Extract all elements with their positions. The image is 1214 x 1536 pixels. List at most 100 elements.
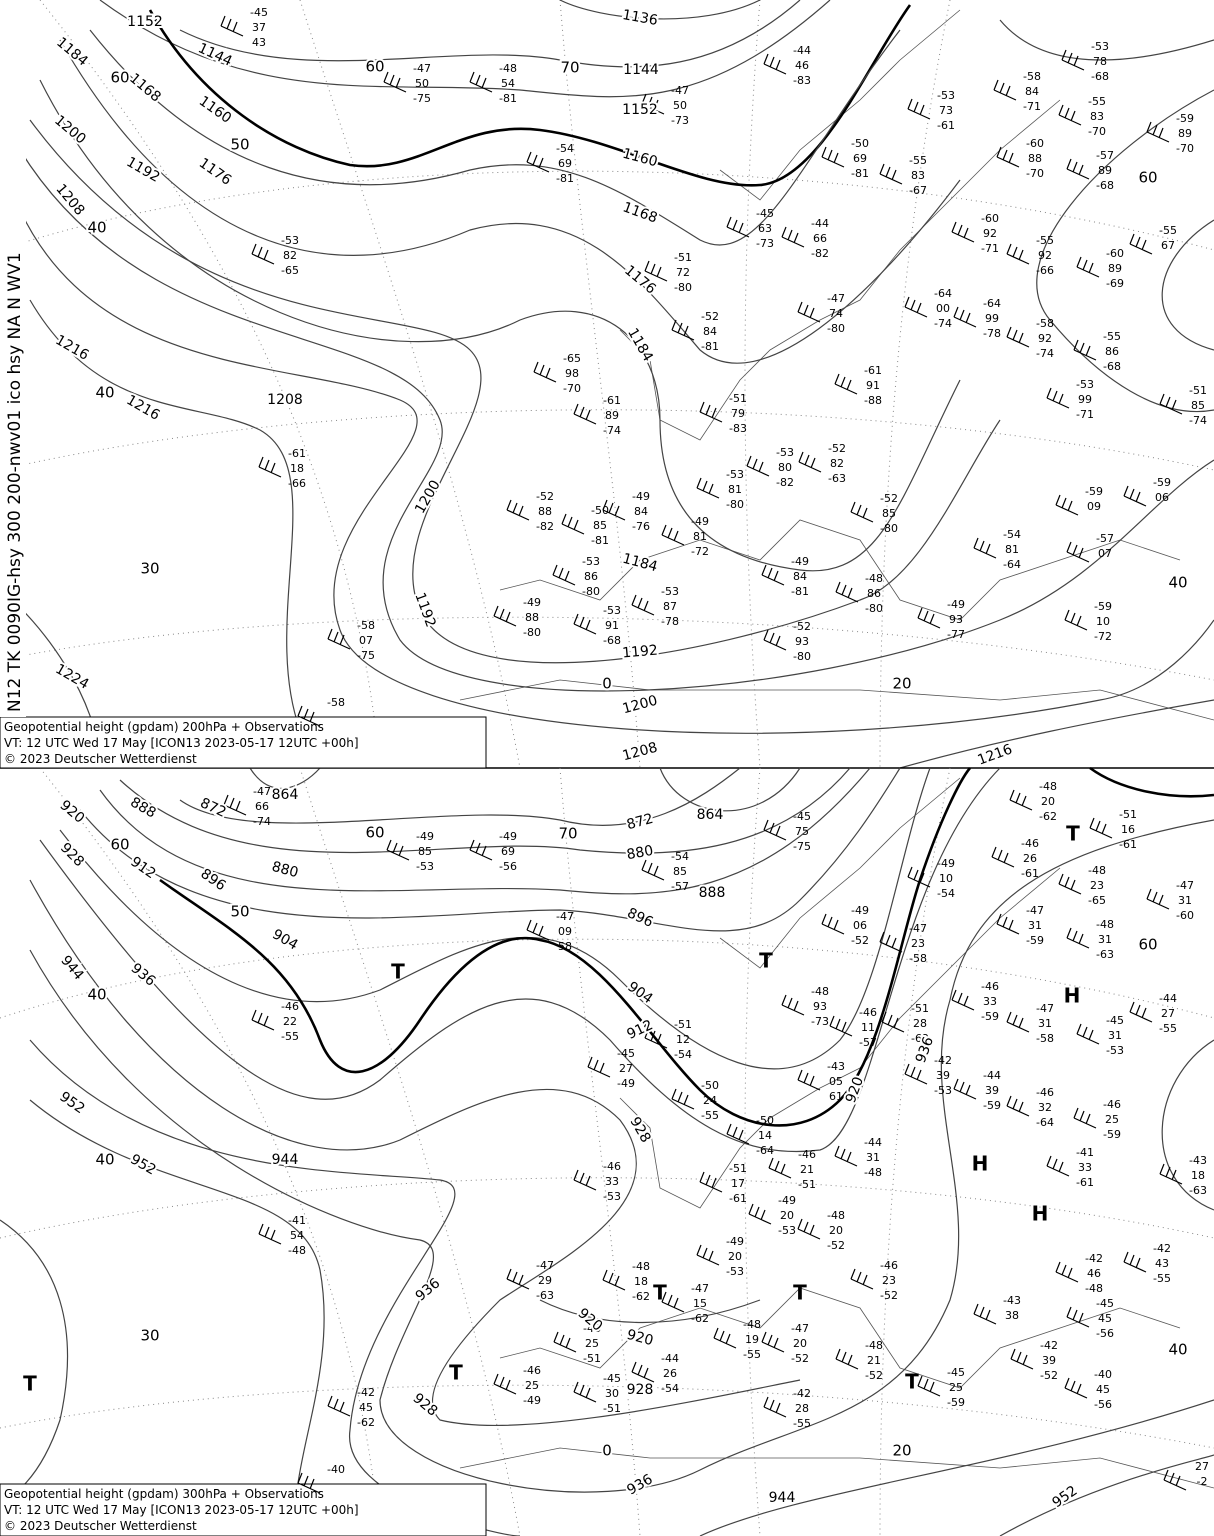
station-value: -63 [1189,1184,1207,1197]
station-value: -47 [253,785,271,798]
station-value: -40 [327,1463,345,1476]
station-value: 10 [939,872,953,885]
station-plot: -53 91 -68 [573,604,621,647]
wind-barb [661,1291,685,1313]
station-value: 46 [795,59,809,72]
station-value: -46 [880,1259,898,1272]
contour-label: 1152 [622,102,658,118]
station-value: -68 [1096,179,1114,192]
wind-barb [1006,243,1030,265]
station-plot: -55 83 -70 [1058,95,1106,138]
station-value: -49 [632,490,650,503]
station-value: 16 [1121,823,1135,836]
station-value: -58 [1036,317,1054,330]
station-value: 86 [584,570,598,583]
wind-barb [761,564,785,586]
station-value: -56 [1094,1398,1112,1411]
wind-barb [1146,888,1170,910]
station-value: -70 [1026,167,1044,180]
wind-barb [1064,1377,1088,1399]
wind-barb [917,1375,941,1397]
wind-barb [1066,541,1090,563]
station-value: -45 [1096,1297,1114,1310]
station-value: 31 [1178,894,1192,907]
wind-barb [821,146,845,168]
wind-barb [383,71,407,93]
station-value: 78 [1093,55,1107,68]
wind-barb [386,839,410,861]
wind-barb [1159,393,1183,415]
station-value: -46 [603,1160,621,1173]
station-value: -52 [536,490,554,503]
station-value: 21 [867,1354,881,1367]
wind-barb [1006,1095,1030,1117]
latitude-label: 60 [1138,169,1157,187]
latitude-label: 60 [1138,936,1157,954]
wind-barb [904,1063,928,1085]
latitude-label: 60 [365,824,384,842]
station-value: 92 [983,227,997,240]
latitude-label: 70 [558,825,577,843]
station-value: 14 [758,1129,772,1142]
station-value: 11 [861,1021,875,1034]
station-value: 75 [795,825,809,838]
station-plot: -51 85 -74 [1159,384,1207,427]
station-plot: -45 75 -75 [763,810,811,853]
station-plot: -53 80 -82 [746,446,794,489]
pressure-center: T [1066,822,1080,846]
station-value: 15 [693,1297,707,1310]
wind-barb [879,163,903,185]
wind-barb [469,71,493,93]
station-value: 80 [778,461,792,474]
wind-barb [763,1396,787,1418]
station-value: -52 [880,492,898,505]
station-value: -53 [281,234,299,247]
wind-barb [1066,158,1090,180]
station-plot: -57 89 -68 [1066,149,1114,192]
station-value: -75 [793,840,811,853]
station-plot: -44 39 -59 [953,1069,1001,1112]
station-value: 93 [795,635,809,648]
contour-label: 888 [699,885,726,901]
wind-barb [493,605,517,627]
station-plot: -58 [297,696,345,727]
wind-barb [573,1381,597,1403]
station-value: -52 [793,620,811,633]
station-plot: -47 31 -60 [1146,879,1194,922]
station-plot: -47 31 -59 [996,904,1044,947]
station-value: 85 [418,845,432,858]
station-plot: -50 14 -64 [726,1114,774,1157]
station-plot: -48 21 -52 [835,1339,883,1382]
station-value: -61 [864,364,882,377]
station-value: -80 [793,650,811,663]
station-value: 33 [983,995,997,1008]
station-plot: -51 28 -62 [881,1002,929,1045]
station-plot: -59 89 -70 [1146,112,1194,155]
station-value: -58 [1036,1032,1054,1045]
station-value: 07 [1098,547,1112,560]
wind-barb [1009,789,1033,811]
station-plot: -42 28 -55 [763,1387,811,1430]
station-value: -71 [981,242,999,255]
station-value: -50 [851,137,869,150]
station-value: -51 [1189,384,1207,397]
station-value: -74 [934,317,952,330]
station-value: -44 [793,44,811,57]
station-value: -49 [523,1394,541,1407]
station-value: -50 [701,1079,719,1092]
station-value: -77 [947,628,965,641]
station-value: -42 [1040,1339,1058,1352]
wind-barb [1010,1348,1034,1370]
station-value: 67 [1161,239,1175,252]
station-plot: -47 09 58 [526,910,574,953]
station-plot: -54 69 -81 [526,142,574,185]
wind-barb [835,581,859,603]
station-value: -78 [661,615,679,628]
station-plot: -60 89 -69 [1076,247,1124,290]
station-value: -65 [563,352,581,365]
station-value: -61 [1076,1176,1094,1189]
station-value: -70 [1088,125,1106,138]
station-value: -52 [827,1239,845,1252]
station-value: -44 [864,1136,882,1149]
station-value: -60 [1106,247,1124,260]
